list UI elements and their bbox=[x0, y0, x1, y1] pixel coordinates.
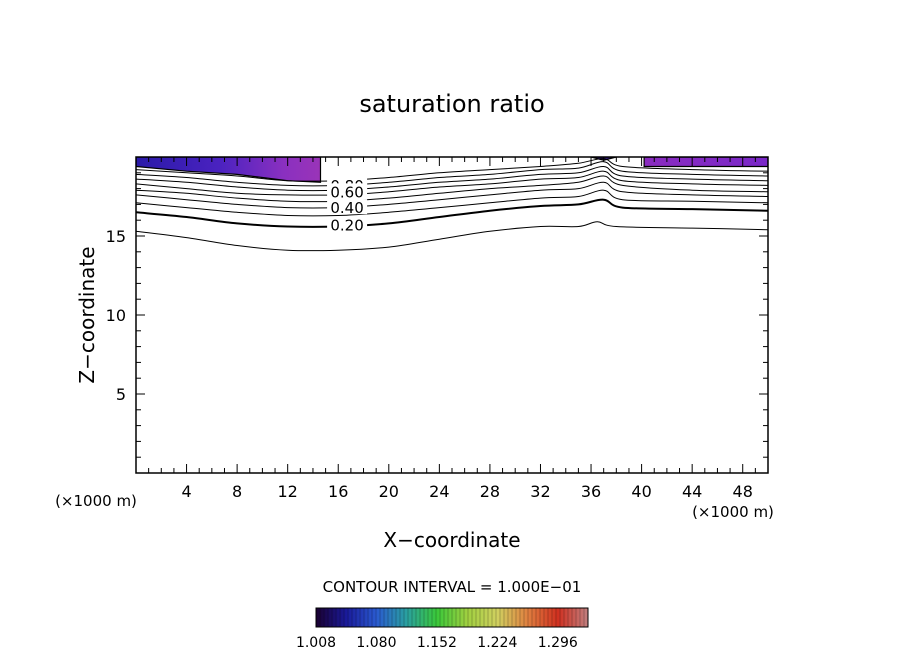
colorbar-label: 1.224 bbox=[477, 635, 517, 651]
x-tick-label: 24 bbox=[429, 482, 449, 501]
x-tick-label: 8 bbox=[232, 482, 242, 501]
contour-labels: 0.800.600.400.20 bbox=[327, 177, 368, 235]
shaded-region-left bbox=[136, 157, 322, 183]
contour-line-0.6 bbox=[136, 170, 768, 196]
y-tick-labels: 5 10 15 bbox=[106, 227, 126, 404]
contour-label-bg bbox=[327, 183, 368, 199]
contour-line-0.8 bbox=[136, 161, 768, 187]
contour-label-bg bbox=[327, 216, 368, 232]
colorbar bbox=[315, 607, 589, 628]
x-tick-label: 40 bbox=[631, 482, 651, 501]
colorbar-label: 1.080 bbox=[356, 635, 396, 651]
x-unit-right: (×1000 m) bbox=[692, 503, 774, 521]
x-tick-label: 20 bbox=[379, 482, 399, 501]
colorbar-label: 1.152 bbox=[417, 635, 457, 651]
contour-lines bbox=[136, 158, 768, 252]
shaded-region-right bbox=[643, 157, 768, 168]
contour-label: 0.20 bbox=[330, 217, 363, 235]
axis-ticks bbox=[136, 157, 768, 473]
x-tick-labels: 4 8 12 16 20 24 28 32 36 40 44 48 bbox=[181, 482, 752, 501]
x-tick-label: 32 bbox=[530, 482, 550, 501]
colorbar-labels: 1.008 1.080 1.152 1.224 1.296 bbox=[296, 635, 578, 651]
contour-line-0.3 bbox=[136, 189, 768, 217]
contour-line-0.4 bbox=[136, 181, 768, 209]
y-tick-label: 10 bbox=[106, 306, 126, 325]
x-tick-label: 4 bbox=[181, 482, 191, 501]
x-tick-label: 28 bbox=[480, 482, 500, 501]
colorbar-stripes bbox=[319, 608, 585, 627]
contour-label-bg bbox=[327, 199, 368, 215]
x-tick-label: 36 bbox=[581, 482, 601, 501]
x-tick-label: 48 bbox=[733, 482, 753, 501]
x-tick-label: 44 bbox=[682, 482, 702, 501]
y-tick-label: 5 bbox=[116, 385, 126, 404]
contour-line-0.2 bbox=[136, 198, 768, 228]
contour-label: 0.60 bbox=[330, 183, 363, 201]
colorbar-label: 1.296 bbox=[538, 635, 578, 651]
x-axis-label: X−coordinate bbox=[383, 528, 520, 552]
contour-label: 0.40 bbox=[330, 199, 363, 217]
y-tick-label: 15 bbox=[106, 227, 126, 246]
contour-line-0.1 bbox=[136, 221, 768, 252]
colorbar-label: 1.008 bbox=[296, 635, 336, 651]
contour-interval-text: CONTOUR INTERVAL = 1.000E−01 bbox=[323, 578, 582, 596]
plot-frame bbox=[135, 156, 769, 474]
y-axis-label: Z−coordinate bbox=[75, 246, 99, 383]
chart-title: saturation ratio bbox=[359, 90, 544, 118]
x-tick-label: 12 bbox=[278, 482, 298, 501]
contour-line-0.5 bbox=[136, 175, 768, 203]
x-tick-label: 16 bbox=[328, 482, 348, 501]
shaded-regions bbox=[136, 157, 768, 183]
contour-line-0.9 bbox=[136, 158, 768, 182]
x-unit-left: (×1000 m) bbox=[55, 492, 137, 510]
contour-line-0.7 bbox=[136, 165, 768, 192]
